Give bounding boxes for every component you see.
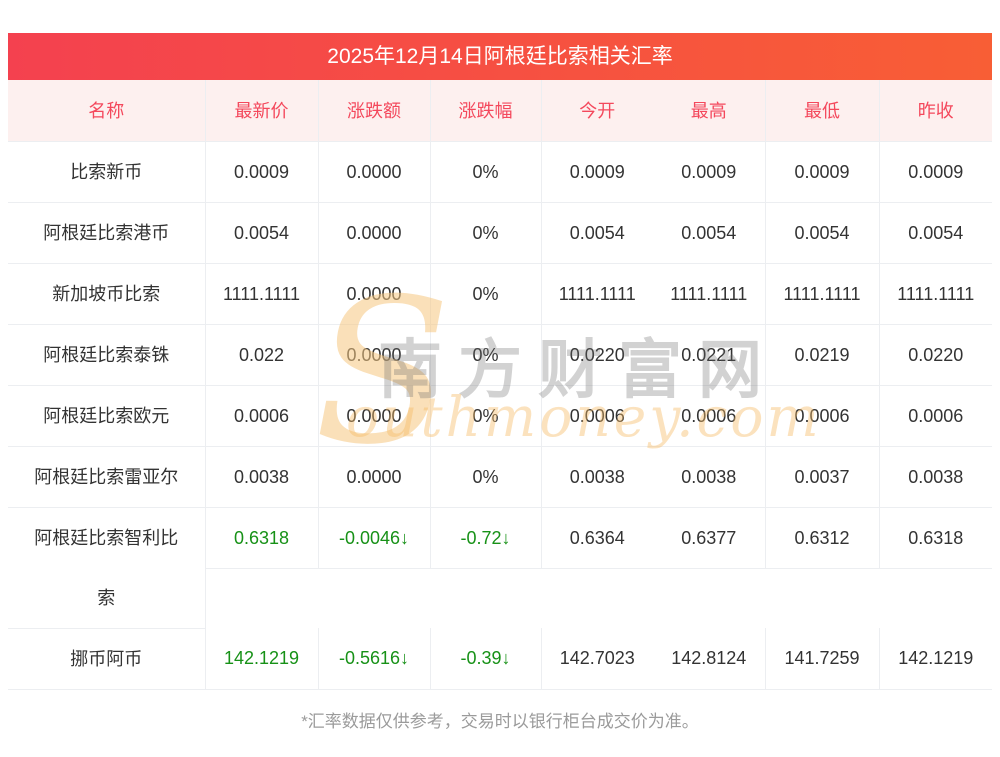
value-cell: 0.6312	[765, 507, 880, 569]
table-row: 阿根廷比索泰铢 0.022 0.0000 0% 0.0220 0.0221 0.0219 0.…	[8, 324, 992, 386]
value-cell: 0%	[430, 446, 542, 508]
value-cell: 0.6364	[541, 507, 653, 569]
value-cell: -0.5616↓	[318, 628, 431, 690]
value-cell: 0.0220	[879, 324, 992, 386]
value-cell: 0.0006	[541, 385, 653, 447]
col-header-change: 涨跌额	[318, 80, 431, 142]
value-cell: 0.0009	[879, 141, 992, 203]
table-header-row: 名称 最新价 涨跌额 涨跌幅 今开 最高 最低 昨收	[8, 80, 992, 142]
table-row: 阿根廷比索智利比索 0.6318 -0.0046↓ -0.72↓ 0.6364 0.637…	[8, 507, 992, 629]
value-cell: 0.0000	[318, 141, 431, 203]
value-cell: 0.022	[205, 324, 319, 386]
value-cell: 0.0006	[653, 385, 766, 447]
col-header-open: 今开	[541, 80, 653, 142]
value-cell: 0.0009	[653, 141, 766, 203]
value-cell: 0%	[430, 263, 542, 325]
spacer-cell	[430, 568, 541, 628]
value-cell: -0.0046↓	[318, 507, 431, 569]
value-cell: 0.6318	[879, 507, 992, 569]
spacer-cell	[205, 568, 318, 628]
value-cell: 1111.1111	[541, 263, 653, 325]
value-cell: 0%	[430, 324, 542, 386]
value-cell: 0.0009	[205, 141, 319, 203]
value-cell: 1111.1111	[653, 263, 766, 325]
currency-name-cell: 阿根廷比索智利比索	[8, 507, 206, 629]
value-cell: 0.0054	[653, 202, 766, 264]
value-cell: 0.0221	[653, 324, 766, 386]
value-cell: 0.0038	[879, 446, 992, 508]
col-header-low: 最低	[765, 80, 880, 142]
currency-name-cell: 阿根廷比索雷亚尔	[8, 446, 206, 508]
currency-name-cell: 阿根廷比索港币	[8, 202, 206, 264]
value-cell: 142.1219	[879, 628, 992, 690]
table-row: 阿根廷比索港币 0.0054 0.0000 0% 0.0054 0.0054 0.0054 0…	[8, 202, 992, 264]
value-cell: -0.39↓	[430, 628, 542, 690]
value-cell: -0.72↓	[430, 507, 542, 569]
spacer-cell	[541, 568, 653, 628]
page-container: 2025年12月14日阿根廷比索相关汇率 名称 最新价 涨跌额 涨跌幅 今开 最…	[8, 33, 992, 731]
value-cell: 0.0038	[541, 446, 653, 508]
spacer-cell	[318, 568, 430, 628]
col-header-high: 最高	[653, 80, 766, 142]
value-cell: 0.6377	[653, 507, 766, 569]
value-cell: 0.0038	[205, 446, 319, 508]
col-header-latest: 最新价	[205, 80, 319, 142]
value-cell: 142.7023	[541, 628, 653, 690]
value-cell: 0%	[430, 385, 542, 447]
currency-name-cell: 阿根廷比索泰铢	[8, 324, 206, 386]
value-cell: 1111.1111	[879, 263, 992, 325]
value-cell: 0.0000	[318, 324, 431, 386]
currency-name-cell: 阿根廷比索欧元	[8, 385, 206, 447]
value-cell: 0%	[430, 141, 542, 203]
col-header-change-pct: 涨跌幅	[430, 80, 542, 142]
value-cell: 0.0006	[879, 385, 992, 447]
spacer-cell	[879, 568, 992, 628]
value-cell: 0.6318	[205, 507, 319, 569]
table-row: 比索新币 0.0009 0.0000 0% 0.0009 0.0009 0.0009 0.00…	[8, 141, 992, 203]
col-header-name: 名称	[8, 80, 206, 142]
table-row: 挪币阿币 142.1219 -0.5616↓ -0.39↓ 142.7023 142.81…	[8, 628, 992, 690]
value-cell: 0.0000	[318, 446, 431, 508]
value-cell: 0.0220	[541, 324, 653, 386]
col-header-prev-close: 昨收	[879, 80, 992, 142]
value-cell: 0.0000	[318, 385, 431, 447]
value-cell: 0.0054	[205, 202, 319, 264]
table-body: 比索新币 0.0009 0.0000 0% 0.0009 0.0009 0.0009 0.00…	[8, 141, 992, 690]
value-cell: 1111.1111	[205, 263, 319, 325]
value-cell: 1111.1111	[765, 263, 880, 325]
exchange-rate-table: 名称 最新价 涨跌额 涨跌幅 今开 最高 最低 昨收 比索新币 0.0009 0.0…	[8, 80, 992, 690]
value-cell: 0.0054	[879, 202, 992, 264]
currency-name-cell: 新加坡币比索	[8, 263, 206, 325]
disclaimer-text: *汇率数据仅供参考，交易时以银行柜台成交价为准。	[301, 711, 699, 731]
currency-name-cell: 比索新币	[8, 141, 206, 203]
value-cell: 0.0009	[541, 141, 653, 203]
value-cell: 0.0006	[205, 385, 319, 447]
value-cell: 0.0038	[653, 446, 766, 508]
value-cell: 0.0000	[318, 263, 431, 325]
page-title: 2025年12月14日阿根廷比索相关汇率	[8, 33, 992, 80]
value-cell: 0.0000	[318, 202, 431, 264]
value-cell: 0.0009	[765, 141, 880, 203]
value-cell: 0%	[430, 202, 542, 264]
value-cell: 142.1219	[205, 628, 319, 690]
value-cell: 0.0037	[765, 446, 880, 508]
value-cell: 0.0006	[765, 385, 880, 447]
table-row: 新加坡币比索 1111.1111 0.0000 0% 1111.1111 1111.111…	[8, 263, 992, 325]
value-cell: 0.0054	[541, 202, 653, 264]
value-cell: 141.7259	[765, 628, 880, 690]
value-cell: 142.8124	[653, 628, 766, 690]
table-row: 阿根廷比索雷亚尔 0.0038 0.0000 0% 0.0038 0.0038 0.0037…	[8, 446, 992, 508]
value-cell: 0.0219	[765, 324, 880, 386]
currency-name-cell: 挪币阿币	[8, 628, 206, 690]
spacer-cell	[653, 568, 765, 628]
table-row: 阿根廷比索欧元 0.0006 0.0000 0% 0.0006 0.0006 0.0006 0…	[8, 385, 992, 447]
value-cell: 0.0054	[765, 202, 880, 264]
spacer-cell	[765, 568, 879, 628]
